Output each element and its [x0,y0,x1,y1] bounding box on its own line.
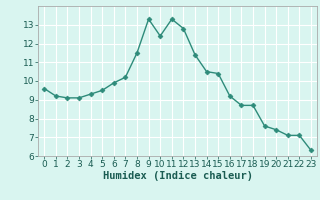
X-axis label: Humidex (Indice chaleur): Humidex (Indice chaleur) [103,171,252,181]
